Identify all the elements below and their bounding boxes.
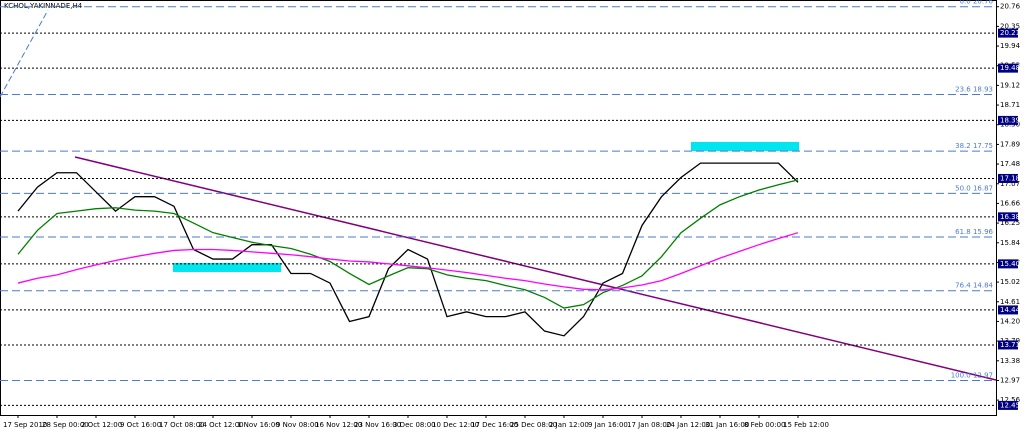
fib-label: 0.0 20.76 — [960, 0, 994, 6]
x-tick-label: 8 Feb 00:00 — [744, 421, 785, 429]
x-tick-label: 17 Sep 2010 — [3, 421, 47, 429]
y-tick-label: 14.20 — [1000, 317, 1020, 325]
y-tick-label: 15.84 — [1000, 239, 1021, 247]
x-tick-label: 24 Jan 12:00 — [666, 421, 710, 429]
fib-label: 100.0 12.97 — [951, 371, 993, 379]
y-tick-label: 16.25 — [1000, 219, 1020, 227]
y-tick-label: 12.56 — [1000, 396, 1021, 404]
level-box — [998, 173, 1018, 183]
y-tick-label: 14.61 — [1000, 298, 1020, 306]
resistance-zone — [691, 142, 799, 151]
fib-label: 38.2 17.75 — [955, 142, 993, 150]
level-box — [998, 212, 1018, 222]
y-tick-label: 17.48 — [1000, 160, 1020, 168]
fib-label: 76.4 14.84 — [955, 282, 993, 290]
y-tick-label: 15.02 — [1000, 278, 1020, 286]
x-tick-label: 17 Jan 08:00 — [627, 421, 671, 429]
level-label: 17.18 — [1000, 174, 1020, 182]
x-tick-label: 17 Oct 08:00 — [159, 421, 205, 429]
y-tick-label: 19.12 — [1000, 81, 1020, 89]
y-tick-label: 20.76 — [1000, 3, 1021, 11]
fib-label: 50.0 16.87 — [955, 184, 993, 192]
level-label: 16.38 — [1000, 213, 1020, 221]
trend-line — [74, 156, 997, 381]
x-tick-label: 1 Nov 16:00 — [237, 421, 280, 429]
chart-title: KCHOL,YAKINNADE,H4 — [4, 2, 83, 10]
x-tick-label: 9 Nov 08:00 — [276, 421, 319, 429]
y-tick-label: 16.66 — [1000, 199, 1021, 207]
y-tick-label: 17.89 — [1000, 140, 1020, 148]
x-tick-label: 15 Feb 12:00 — [783, 421, 829, 429]
y-tick-label: 20.35 — [1000, 22, 1020, 30]
series-line — [17, 162, 799, 337]
y-tick-label: 12.97 — [1000, 376, 1020, 384]
y-tick-label: 19.94 — [1000, 42, 1021, 50]
fib-label: 23.6 18.93 — [955, 86, 993, 94]
x-tick-label: 31 Jan 16:00 — [705, 421, 749, 429]
level-box — [998, 400, 1018, 410]
y-tick-label: 13.38 — [1000, 357, 1020, 365]
x-tick-label: 24 Oct 12:00 — [198, 421, 244, 429]
level-label: 15.40 — [1000, 260, 1020, 268]
plot-frame — [0, 0, 997, 416]
x-tick-label: 10 Dec 12:00 — [432, 421, 479, 429]
level-box — [998, 63, 1018, 73]
fib-label: 61.8 15.96 — [955, 228, 993, 236]
support-zone — [173, 263, 281, 272]
x-tick-label: 2 Oct 12:00 — [81, 421, 122, 429]
x-tick-label: 9 Oct 16:00 — [120, 421, 161, 429]
level-label: 18.39 — [1000, 116, 1020, 124]
level-label: 19.48 — [1000, 64, 1020, 72]
x-tick-label: 2 Jan 12:00 — [549, 421, 589, 429]
level-box — [998, 340, 1018, 350]
level-label: 20.21 — [1000, 29, 1020, 37]
x-tick-label: 16 Nov 12:00 — [315, 421, 362, 429]
level-box — [998, 115, 1018, 125]
x-tick-label: 9 Jan 16:00 — [588, 421, 628, 429]
x-tick-label: 28 Sep 00:00 — [42, 421, 89, 429]
x-tick-label: 17 Dec 16:00 — [471, 421, 518, 429]
level-box — [998, 28, 1018, 38]
level-label: 14.44 — [1000, 306, 1021, 314]
series-line — [17, 232, 799, 291]
y-tick-label: 17.07 — [1000, 180, 1020, 188]
level-label: 13.71 — [1000, 341, 1020, 349]
level-label: 12.45 — [1000, 401, 1020, 409]
fib-anchor-line — [0, 9, 49, 98]
level-box — [998, 259, 1018, 269]
series-line — [17, 179, 799, 309]
x-tick-label: 23 Nov 16:00 — [354, 421, 401, 429]
level-box — [998, 305, 1018, 315]
x-tick-label: 25 Dec 08:00 — [510, 421, 557, 429]
x-tick-label: 3 Dec 08:00 — [393, 421, 436, 429]
y-tick-label: 18.71 — [1000, 101, 1020, 109]
